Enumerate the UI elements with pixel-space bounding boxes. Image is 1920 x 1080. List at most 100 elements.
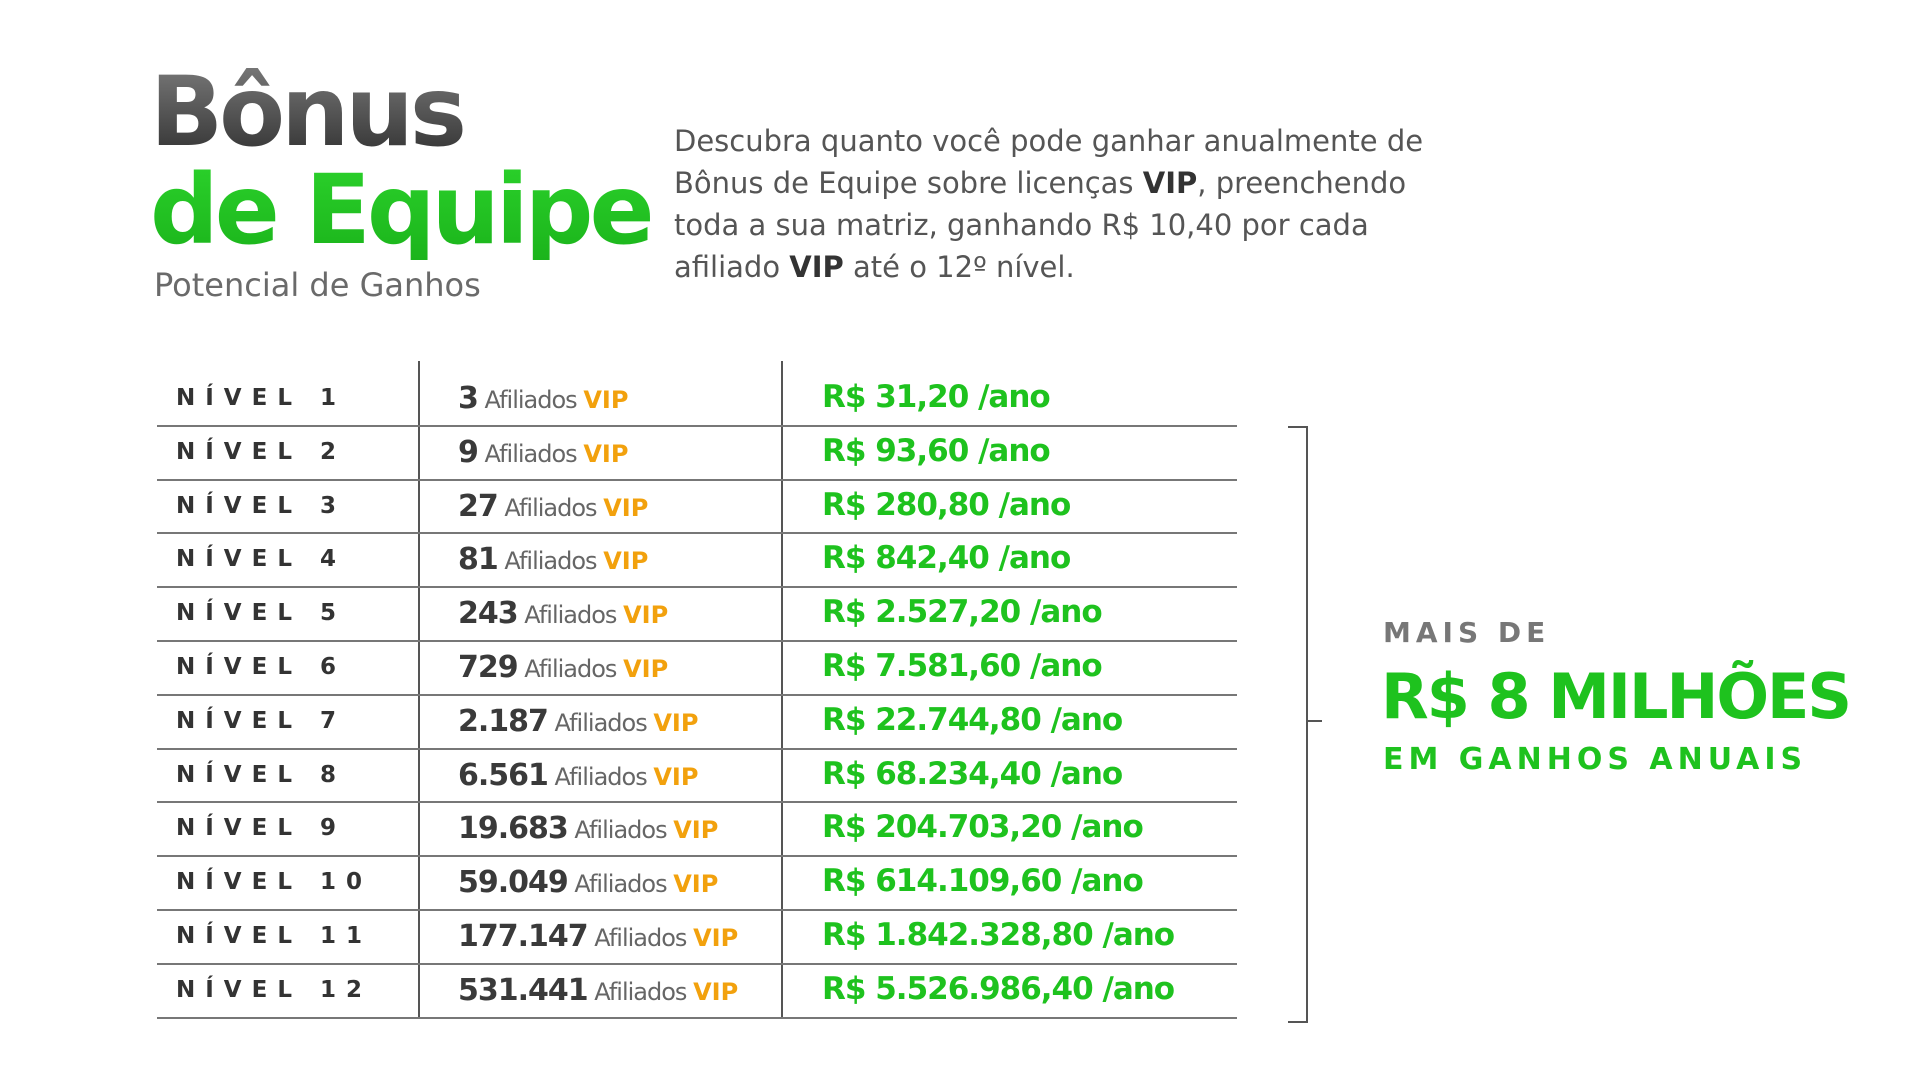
spacer bbox=[968, 433, 978, 469]
unit: Afiliados bbox=[594, 924, 687, 952]
row-divider bbox=[157, 801, 1237, 804]
level-cell: NÍVEL 6 bbox=[176, 654, 346, 680]
spacer bbox=[1041, 702, 1051, 738]
badge: VIP bbox=[673, 870, 719, 899]
text: até o 12º nível. bbox=[843, 250, 1075, 284]
level-cell: NÍVEL 12 bbox=[176, 977, 372, 1003]
title: de Equipe bbox=[150, 154, 655, 266]
spacer bbox=[1061, 809, 1071, 845]
level-cell: NÍVEL 5 bbox=[176, 600, 346, 626]
amount: R$ 68.234,40 bbox=[822, 755, 1042, 792]
spacer bbox=[1093, 917, 1103, 953]
amount: R$ 93,60 bbox=[822, 432, 969, 469]
count-cell: 531.441 Afiliados VIP bbox=[458, 973, 738, 1008]
callout-label: EM GANHOS ANUAIS bbox=[1383, 742, 1808, 777]
row-divider bbox=[157, 747, 1237, 750]
row-divider bbox=[157, 424, 1237, 427]
count: 9 bbox=[458, 434, 479, 470]
badge: VIP bbox=[583, 439, 629, 468]
badge: VIP bbox=[583, 386, 629, 414]
unit: Afiliados bbox=[574, 870, 667, 899]
count-cell: 6.561 Afiliados VIP bbox=[458, 758, 698, 793]
count-cell: 729 Afiliados VIP bbox=[458, 650, 668, 685]
level-cell: NÍVEL 4 bbox=[176, 546, 346, 572]
count-cell: 243 Afiliados VIP bbox=[458, 596, 668, 631]
unit: Afiliados bbox=[504, 547, 597, 576]
count: 27 bbox=[458, 488, 499, 524]
spacer bbox=[548, 763, 555, 791]
level-cell: NÍVEL 7 bbox=[176, 708, 346, 734]
unit: Afiliados bbox=[554, 762, 648, 791]
level-cell: NÍVEL 1 bbox=[176, 385, 346, 411]
spacer bbox=[478, 440, 485, 468]
amount-cell: R$ 22.744,80 /ano bbox=[822, 701, 1124, 738]
level: NÍVEL 9 bbox=[176, 815, 346, 842]
level-cell: NÍVEL 9 bbox=[176, 815, 346, 841]
amount-cell: R$ 204.703,20 /ano bbox=[822, 809, 1144, 846]
row-divider bbox=[157, 693, 1237, 696]
count: 19.683 bbox=[458, 811, 569, 847]
spacer bbox=[478, 386, 485, 414]
amount-cell: R$ 68.234,40 /ano bbox=[822, 755, 1123, 792]
row-divider bbox=[157, 855, 1237, 858]
count: 243 bbox=[458, 596, 519, 632]
subtitle: Potencial de Ganhos bbox=[154, 266, 481, 304]
spacer bbox=[968, 379, 978, 415]
amount-cell: R$ 280,80 /ano bbox=[822, 487, 1071, 523]
spacer bbox=[1041, 756, 1051, 792]
count-cell: 19.683 Afiliados VIP bbox=[458, 811, 718, 846]
level: NÍVEL 10 bbox=[176, 869, 372, 896]
level-cell: NÍVEL 3 bbox=[176, 493, 346, 519]
period: /ano bbox=[1050, 701, 1124, 738]
amount: R$ 204.703,20 bbox=[822, 809, 1062, 846]
badge: VIP bbox=[653, 708, 699, 737]
spacer bbox=[548, 709, 555, 737]
badge: VIP bbox=[603, 547, 649, 576]
count: 3 bbox=[458, 381, 479, 416]
period: /ano bbox=[1102, 917, 1176, 953]
callout-value: R$ 8 MILHÕES bbox=[1381, 660, 1852, 733]
period: /ano bbox=[1102, 970, 1176, 1007]
title: Bônus bbox=[150, 56, 467, 168]
level: NÍVEL 11 bbox=[176, 923, 372, 949]
unit: Afiliados bbox=[484, 439, 578, 468]
count-cell: 81 Afiliados VIP bbox=[458, 542, 648, 577]
amount-cell: R$ 93,60 /ano bbox=[822, 432, 1051, 469]
amount: R$ 2.527,20 bbox=[822, 594, 1021, 631]
text: VIP bbox=[1142, 166, 1198, 200]
level-cell: NÍVEL 8 bbox=[176, 762, 346, 788]
text: VIP bbox=[789, 250, 844, 284]
period: /ano bbox=[1030, 648, 1103, 684]
badge: VIP bbox=[623, 601, 669, 630]
amount-cell: R$ 7.581,60 /ano bbox=[822, 648, 1103, 684]
amount-cell: R$ 842,40 /ano bbox=[822, 540, 1071, 577]
amount-cell: R$ 614.109,60 /ano bbox=[822, 863, 1144, 900]
column-divider bbox=[781, 361, 783, 1018]
period: /ano bbox=[1071, 863, 1144, 900]
badge: VIP bbox=[673, 816, 719, 845]
description: Descubra quanto você pode ganhar anualme… bbox=[674, 120, 1474, 288]
level-cell: NÍVEL 11 bbox=[176, 923, 372, 949]
level: NÍVEL 5 bbox=[176, 600, 346, 627]
unit: Afiliados bbox=[574, 816, 667, 845]
badge: VIP bbox=[653, 762, 699, 791]
count: 81 bbox=[458, 542, 499, 578]
amount: R$ 842,40 bbox=[822, 540, 990, 577]
period: /ano bbox=[1030, 594, 1103, 631]
row-divider bbox=[157, 586, 1237, 589]
level: NÍVEL 6 bbox=[176, 654, 346, 680]
amount-cell: R$ 2.527,20 /ano bbox=[822, 594, 1103, 631]
spacer bbox=[1020, 594, 1030, 630]
row-divider bbox=[157, 532, 1237, 535]
level: NÍVEL 1 bbox=[176, 385, 346, 411]
level: NÍVEL 8 bbox=[176, 761, 346, 788]
count: 59.049 bbox=[458, 865, 569, 901]
amount-cell: R$ 1.842.328,80 /ano bbox=[822, 917, 1176, 953]
level-cell: NÍVEL 2 bbox=[176, 439, 346, 465]
row-divider bbox=[157, 962, 1237, 965]
row-divider bbox=[157, 1016, 1237, 1019]
spacer bbox=[1061, 863, 1071, 899]
amount: R$ 1.842.328,80 bbox=[822, 917, 1094, 953]
